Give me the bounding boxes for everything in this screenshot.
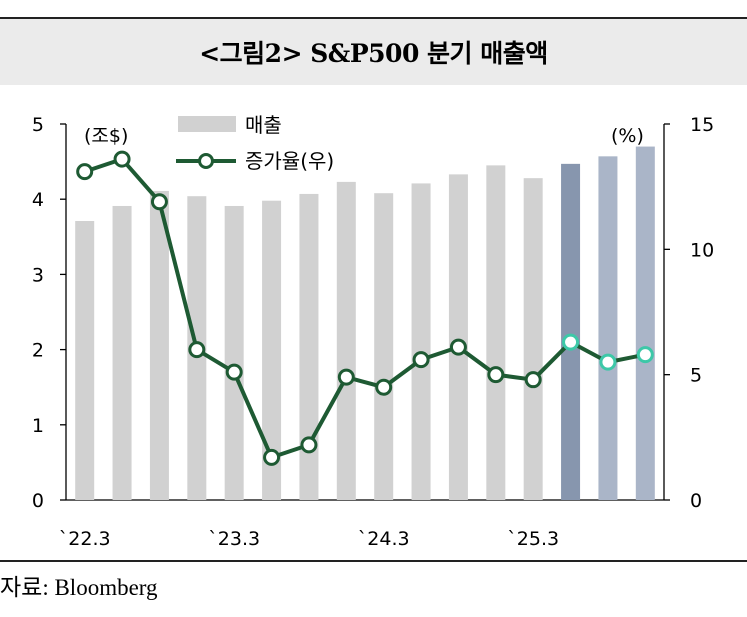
x-tick-label: `23.3 — [208, 528, 260, 550]
legend-line-label: 증가율(우) — [245, 149, 334, 173]
sales-bar — [374, 193, 394, 500]
left-tick-label: 5 — [32, 114, 44, 136]
right-tick-label: 10 — [690, 239, 714, 261]
growth-point — [412, 351, 430, 369]
line-series — [76, 150, 654, 466]
chart-title: <그림2> S&P500 분기 매출액 — [199, 39, 548, 68]
sales-bar — [486, 165, 506, 501]
growth-point — [76, 163, 94, 181]
growth-point — [300, 436, 318, 454]
legend: 매출 증가율(우) — [176, 113, 334, 173]
sales-bar — [149, 190, 169, 501]
left-tick-label: 2 — [32, 340, 44, 362]
sales-bar — [448, 174, 468, 500]
right-axis-ticks: 15 10 5 0 — [664, 114, 714, 512]
sales-bar — [262, 200, 282, 501]
source-note: 자료: Bloomberg — [0, 575, 158, 600]
right-tick-label: 0 — [690, 490, 702, 512]
x-axis-ticks: `22.3 `23.3 `24.3 `25.3 — [59, 528, 559, 550]
growth-point — [487, 366, 505, 384]
growth-point — [636, 346, 654, 364]
growth-point — [337, 368, 355, 386]
right-tick-label: 15 — [690, 114, 714, 136]
x-tick-label: `24.3 — [358, 528, 410, 550]
growth-point — [188, 341, 206, 359]
top-rule — [0, 17, 747, 19]
left-tick-label: 0 — [32, 490, 44, 512]
growth-line — [84, 157, 646, 460]
left-tick-label: 4 — [32, 189, 44, 211]
bottom-rule — [0, 560, 747, 562]
sales-bar — [336, 181, 356, 501]
sales-bar — [411, 183, 431, 500]
sales-bar — [561, 163, 581, 500]
growth-point — [113, 150, 131, 168]
growth-point — [524, 371, 542, 389]
growth-point — [375, 378, 393, 396]
sales-bar — [635, 146, 655, 500]
x-tick-label: `22.3 — [59, 528, 111, 550]
growth-point — [225, 363, 243, 381]
legend-bar-swatch — [178, 116, 236, 132]
growth-point — [562, 333, 580, 351]
sales-bar — [598, 156, 618, 500]
sales-bar — [299, 193, 319, 500]
sales-bar — [112, 205, 132, 500]
left-tick-label: 1 — [32, 415, 44, 437]
legend-bar-label: 매출 — [245, 113, 282, 137]
growth-point — [599, 353, 617, 371]
left-axis-unit: (조$) — [84, 125, 128, 147]
x-tick-label: `25.3 — [507, 528, 559, 550]
right-tick-label: 5 — [690, 365, 702, 387]
growth-point — [449, 338, 467, 356]
title-bar: <그림2> S&P500 분기 매출액 — [0, 19, 747, 85]
left-tick-label: 3 — [32, 264, 44, 286]
sales-bar — [75, 221, 95, 500]
left-axis-ticks: 5 4 3 2 1 0 — [32, 114, 66, 512]
legend-line-marker — [198, 153, 214, 169]
sales-bar — [224, 205, 244, 500]
growth-point — [150, 193, 168, 211]
sales-bar — [523, 178, 543, 501]
growth-point — [263, 448, 281, 466]
right-axis-unit: (%) — [611, 125, 644, 147]
